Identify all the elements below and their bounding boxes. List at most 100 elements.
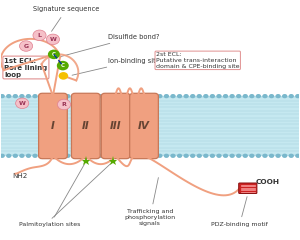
Text: IV: IV (138, 121, 150, 131)
Circle shape (230, 154, 235, 158)
Circle shape (203, 154, 208, 158)
Circle shape (6, 94, 11, 98)
Text: I: I (51, 121, 55, 131)
Circle shape (223, 94, 228, 98)
Circle shape (282, 94, 287, 98)
Circle shape (58, 154, 64, 158)
Circle shape (72, 154, 77, 158)
Text: W: W (19, 101, 26, 106)
Circle shape (137, 94, 143, 98)
Circle shape (57, 99, 70, 110)
Circle shape (223, 154, 228, 158)
Circle shape (151, 154, 156, 158)
Circle shape (236, 94, 242, 98)
Circle shape (111, 94, 117, 98)
Circle shape (78, 154, 84, 158)
Circle shape (124, 94, 130, 98)
Text: PDZ-binding motif: PDZ-binding motif (211, 197, 268, 227)
Circle shape (269, 94, 274, 98)
Text: Signature sequence: Signature sequence (33, 6, 100, 31)
FancyBboxPatch shape (239, 183, 257, 193)
Text: C: C (61, 63, 65, 68)
Circle shape (26, 154, 31, 158)
Text: W: W (50, 37, 56, 42)
Circle shape (243, 154, 248, 158)
Circle shape (19, 94, 25, 98)
Circle shape (164, 154, 169, 158)
Circle shape (58, 72, 68, 80)
Circle shape (230, 94, 235, 98)
Circle shape (92, 94, 97, 98)
Circle shape (13, 154, 18, 158)
Circle shape (0, 94, 5, 98)
Circle shape (216, 154, 222, 158)
Circle shape (105, 94, 110, 98)
Circle shape (131, 94, 136, 98)
Text: C: C (52, 52, 56, 57)
Circle shape (295, 94, 300, 98)
Circle shape (72, 94, 77, 98)
Circle shape (98, 94, 104, 98)
Circle shape (32, 154, 38, 158)
Circle shape (289, 94, 294, 98)
Circle shape (111, 154, 117, 158)
Circle shape (216, 94, 222, 98)
Text: L: L (38, 33, 41, 38)
Circle shape (105, 154, 110, 158)
Text: R: R (61, 102, 66, 107)
Circle shape (46, 34, 59, 45)
Circle shape (282, 154, 287, 158)
Circle shape (19, 154, 25, 158)
Circle shape (124, 154, 130, 158)
Circle shape (32, 94, 38, 98)
Circle shape (144, 94, 149, 98)
Circle shape (144, 154, 149, 158)
Circle shape (46, 94, 51, 98)
Text: Trafficking and
phosphorylation
signals: Trafficking and phosphorylation signals (124, 178, 176, 226)
Circle shape (98, 154, 104, 158)
Text: 2st ECL:
Putative trans-interaction
domain & CPE-binding site: 2st ECL: Putative trans-interaction doma… (156, 52, 239, 69)
Circle shape (39, 154, 44, 158)
Circle shape (236, 154, 242, 158)
Circle shape (65, 154, 70, 158)
Circle shape (6, 154, 11, 158)
Circle shape (190, 154, 195, 158)
Circle shape (243, 94, 248, 98)
Circle shape (164, 94, 169, 98)
Circle shape (13, 94, 18, 98)
Circle shape (85, 154, 90, 158)
Circle shape (256, 94, 261, 98)
Circle shape (33, 30, 46, 41)
Circle shape (48, 50, 60, 59)
Circle shape (170, 154, 176, 158)
Circle shape (52, 94, 57, 98)
Circle shape (57, 61, 69, 70)
Circle shape (39, 94, 44, 98)
Circle shape (16, 98, 29, 108)
Circle shape (275, 94, 281, 98)
Circle shape (157, 94, 163, 98)
Circle shape (183, 154, 189, 158)
Circle shape (151, 94, 156, 98)
Circle shape (131, 154, 136, 158)
Circle shape (65, 94, 70, 98)
Circle shape (137, 154, 143, 158)
Circle shape (190, 94, 195, 98)
Text: COOH: COOH (256, 180, 280, 186)
Circle shape (0, 154, 5, 158)
FancyBboxPatch shape (39, 93, 67, 159)
Circle shape (262, 154, 268, 158)
Circle shape (256, 154, 261, 158)
Text: Palmitoylation sites: Palmitoylation sites (19, 164, 84, 227)
Text: Ion-binding site: Ion-binding site (72, 58, 160, 75)
FancyBboxPatch shape (130, 93, 158, 159)
Circle shape (249, 154, 254, 158)
Circle shape (196, 94, 202, 98)
Circle shape (249, 94, 254, 98)
Text: III: III (110, 121, 122, 131)
Circle shape (118, 94, 123, 98)
Circle shape (203, 94, 208, 98)
Circle shape (183, 94, 189, 98)
Text: G: G (23, 43, 28, 48)
Circle shape (295, 154, 300, 158)
